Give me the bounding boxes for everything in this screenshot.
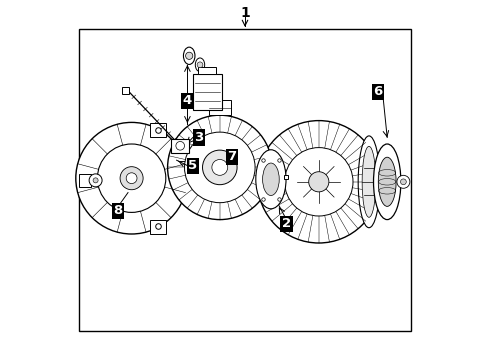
Text: 3: 3 — [195, 131, 203, 144]
FancyBboxPatch shape — [149, 123, 166, 137]
Circle shape — [93, 178, 98, 183]
Text: 2: 2 — [282, 217, 291, 230]
Ellipse shape — [196, 58, 205, 72]
Circle shape — [185, 132, 255, 203]
Text: 5: 5 — [188, 159, 197, 172]
Ellipse shape — [362, 146, 376, 217]
Ellipse shape — [373, 144, 401, 220]
Ellipse shape — [378, 157, 396, 206]
Ellipse shape — [183, 47, 195, 64]
Circle shape — [212, 159, 228, 175]
Circle shape — [202, 150, 237, 185]
Bar — [79, 29, 411, 331]
Circle shape — [285, 148, 353, 216]
Circle shape — [176, 141, 185, 150]
Text: 1: 1 — [240, 6, 250, 19]
Circle shape — [400, 179, 406, 185]
FancyBboxPatch shape — [149, 220, 166, 234]
Circle shape — [309, 172, 329, 192]
Circle shape — [197, 62, 203, 68]
Ellipse shape — [358, 136, 380, 228]
Circle shape — [89, 174, 102, 187]
Bar — [122, 87, 129, 94]
Text: 8: 8 — [114, 204, 123, 217]
Ellipse shape — [256, 150, 286, 209]
Bar — [198, 67, 216, 74]
Text: 7: 7 — [227, 150, 237, 163]
Circle shape — [76, 122, 187, 234]
Circle shape — [126, 173, 137, 184]
Circle shape — [186, 52, 193, 59]
Bar — [209, 100, 231, 115]
Circle shape — [98, 144, 166, 212]
Ellipse shape — [263, 163, 279, 195]
Circle shape — [168, 115, 272, 220]
Circle shape — [258, 121, 380, 243]
Circle shape — [120, 167, 143, 190]
Bar — [171, 139, 189, 153]
Text: 4: 4 — [183, 94, 192, 107]
Bar — [193, 74, 221, 110]
Bar — [79, 174, 91, 187]
Text: 6: 6 — [373, 85, 383, 98]
Circle shape — [397, 175, 410, 188]
